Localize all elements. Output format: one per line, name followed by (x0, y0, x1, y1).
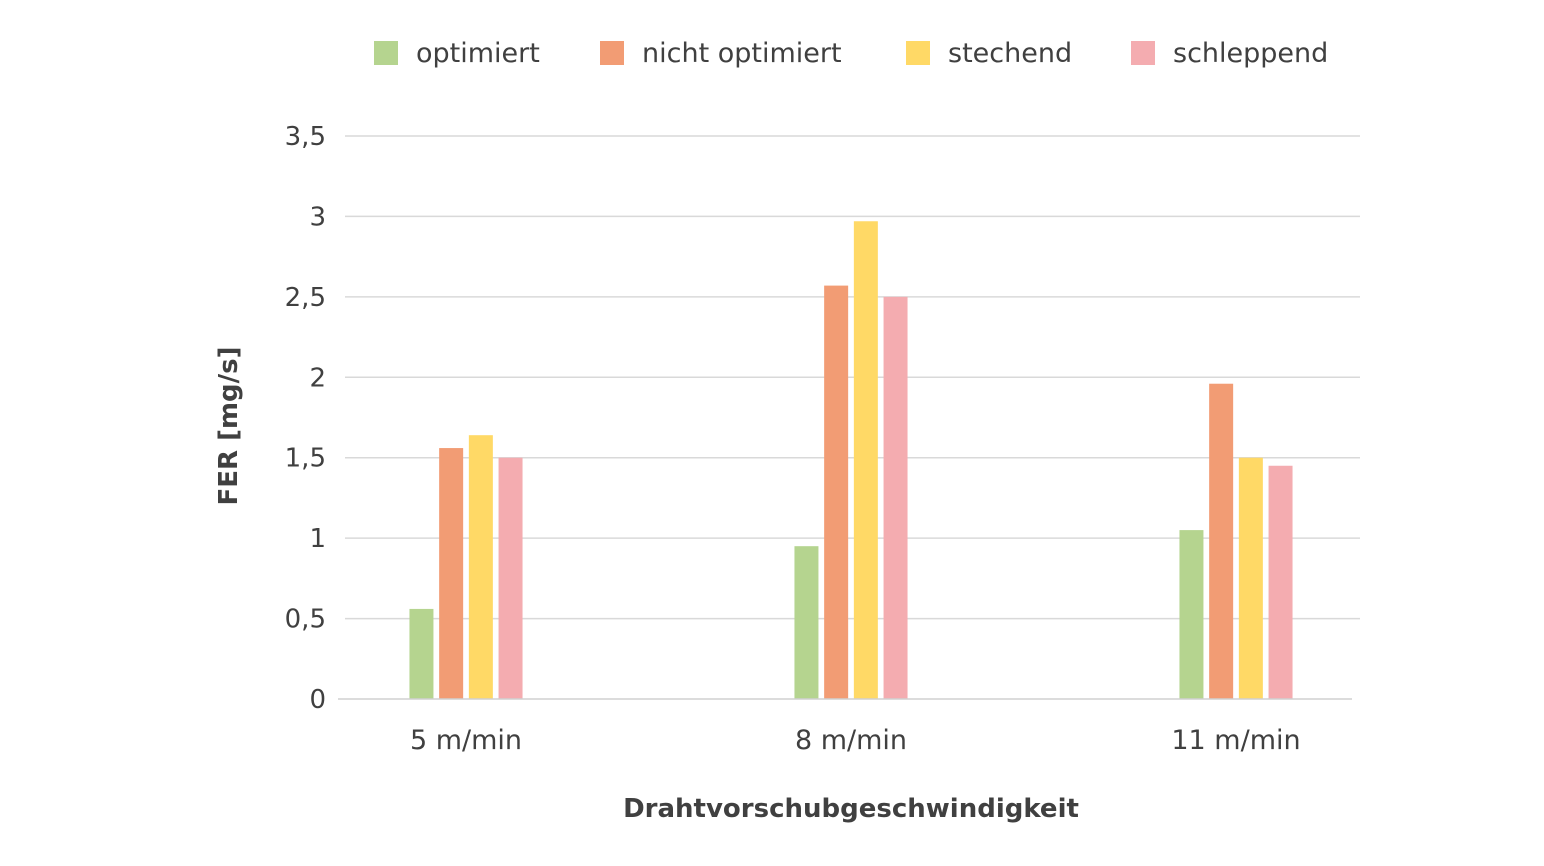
bar-schleppend-11-m-min (1268, 465, 1293, 699)
x-axis-title: Drahtvorschubgeschwindigkeit (623, 794, 1079, 824)
legend-label: nicht optimiert (642, 38, 842, 69)
legend-label: optimiert (416, 38, 540, 69)
y-axis-title: FER [mg/s] (214, 346, 244, 505)
legend-swatch (1131, 41, 1155, 65)
y-tick-label: 0,5 (285, 605, 326, 635)
y-tick-label: 3,5 (285, 122, 326, 152)
bar-nicht-optimiert-11-m-min (1209, 383, 1234, 699)
bar-optimiert-5-m-min (409, 608, 434, 699)
bar-stechend-11-m-min (1238, 457, 1263, 699)
y-tick-label: 1 (309, 524, 326, 554)
y-tick-label: 1,5 (285, 444, 326, 474)
bars (409, 221, 1293, 700)
bar-stechend-5-m-min (468, 435, 493, 699)
bar-optimiert-8-m-min (794, 546, 819, 699)
legend-swatch (374, 41, 398, 65)
y-tick-label: 2,5 (285, 283, 326, 313)
legend-label: stechend (948, 38, 1072, 69)
bar-stechend-8-m-min (853, 221, 878, 700)
bar-nicht-optimiert-8-m-min (824, 285, 849, 699)
x-category-label: 5 m/min (410, 725, 522, 756)
y-tick-label: 2 (309, 363, 326, 393)
bar-schleppend-8-m-min (883, 296, 908, 699)
x-category-label: 8 m/min (795, 725, 907, 756)
y-axis-tick-labels: 0 0,5 1 1,5 2 2,5 3 3,5 (285, 122, 326, 715)
legend: optimiert nicht optimiert stechend schleppe… (374, 38, 1328, 69)
legend-label: schleppend (1173, 38, 1328, 69)
gridlines (345, 135, 1360, 620)
y-tick-label: 0 (309, 685, 326, 715)
y-tick-label: 3 (309, 202, 326, 232)
bar-schleppend-5-m-min (498, 457, 523, 699)
bar-optimiert-11-m-min (1179, 530, 1204, 699)
x-category-label: 11 m/min (1171, 725, 1300, 756)
legend-swatch (600, 41, 624, 65)
bar-nicht-optimiert-5-m-min (439, 448, 464, 699)
legend-swatch (906, 41, 930, 65)
x-axis-category-labels: 5 m/min 8 m/min 11 m/min (410, 725, 1301, 756)
